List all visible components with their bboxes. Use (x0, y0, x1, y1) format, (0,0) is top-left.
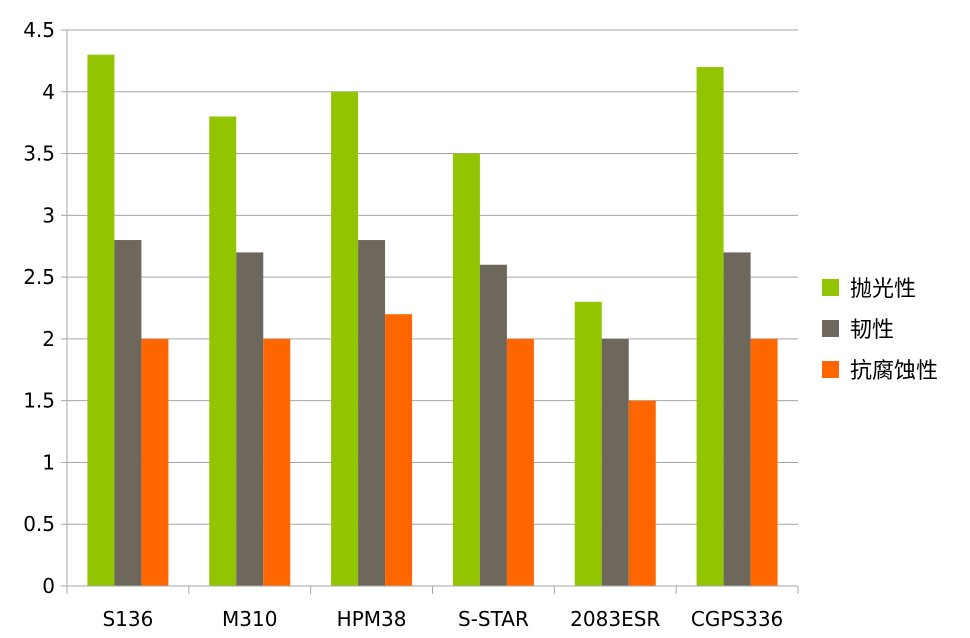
x-axis-tick-labels: S136 M310 HPM38 S-STAR 2083ESR CGPS336 (102, 607, 783, 631)
y-tick-label: 3.5 (23, 142, 55, 166)
bar-HPM38-抛光性 (331, 91, 359, 587)
bar-HPM38-韧性 (358, 240, 386, 587)
bar-S-STAR-抗腐蚀性 (506, 338, 534, 586)
y-tick-label: 0 (42, 574, 55, 598)
y-tick-label: 3 (42, 203, 55, 227)
y-axis-tick-labels: 0 0.5 1 1.5 2 2.5 3 3.5 4 4.5 (23, 18, 55, 598)
y-tick-label: 1 (42, 450, 55, 474)
bar-HPM38-抗腐蚀性 (385, 314, 413, 586)
bar-S136-韧性 (114, 240, 142, 587)
bar-2083ESR-抛光性 (574, 301, 602, 586)
bar-M310-韧性 (236, 252, 264, 586)
x-tick-label: HPM38 (337, 607, 407, 631)
bar-2083ESR-抗腐蚀性 (628, 400, 656, 586)
legend-swatch (822, 320, 839, 337)
y-tick-label: 2.5 (23, 265, 55, 289)
y-tick-label: 0.5 (23, 512, 55, 536)
x-tick-label: CGPS336 (691, 607, 783, 631)
bar-M310-抛光性 (209, 116, 237, 586)
legend-swatch (822, 361, 839, 378)
x-tick-label: S-STAR (458, 607, 529, 631)
legend-label: 韧性 (850, 318, 894, 343)
x-tick-label: S136 (102, 607, 153, 631)
bar-CGPS336-韧性 (723, 252, 751, 586)
bar-S136-抛光性 (87, 54, 115, 586)
bar-2083ESR-韧性 (601, 338, 629, 586)
y-tick-label: 2 (42, 327, 55, 351)
bar-S-STAR-抛光性 (452, 153, 480, 587)
legend-label: 抛光性 (850, 277, 916, 302)
bar-S-STAR-韧性 (479, 264, 507, 586)
y-tick-label: 1.5 (23, 389, 55, 413)
legend-swatch (822, 279, 839, 296)
y-tick-label: 4 (42, 80, 55, 104)
y-tick-label: 4.5 (23, 18, 55, 42)
x-tick-label: 2083ESR (570, 607, 660, 631)
bar-CGPS336-抗腐蚀性 (750, 338, 778, 586)
bar-M310-抗腐蚀性 (263, 338, 291, 586)
gridlines (67, 29, 798, 525)
legend-label: 抗腐蚀性 (850, 359, 938, 384)
axes (61, 29, 799, 594)
x-tick-label: M310 (222, 607, 277, 631)
bars (87, 54, 778, 587)
bar-S136-抗腐蚀性 (141, 338, 169, 586)
bar-CGPS336-抛光性 (696, 67, 724, 587)
